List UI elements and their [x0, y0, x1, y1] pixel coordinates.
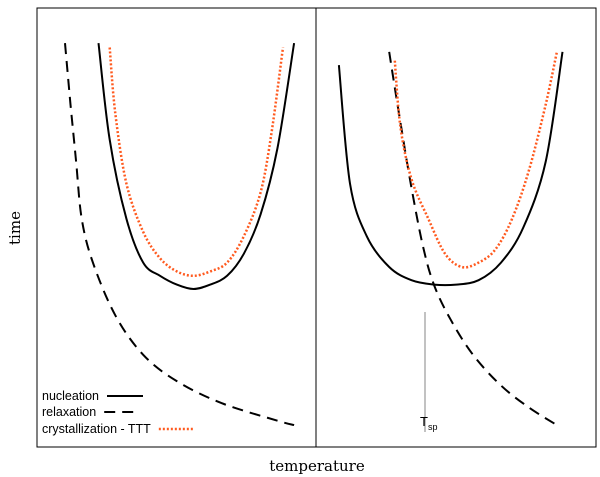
x-axis-label: temperature: [269, 457, 365, 475]
tsp-subscript: sp: [428, 422, 438, 432]
legend-label-relaxation: relaxation: [42, 405, 96, 419]
right-relaxation-curve: [388, 51, 558, 426]
series-layer: [64, 42, 564, 427]
right-nucleation-curve: [337, 51, 564, 287]
right-crystallization-curve: [393, 51, 559, 269]
legend: nucleation relaxation crystallization - …: [42, 389, 195, 436]
left-relaxation-curve: [64, 43, 295, 427]
legend-label-crystallization: crystallization - TTT: [42, 422, 151, 436]
legend-label-nucleation: nucleation: [42, 389, 99, 403]
left-crystallization-curve: [108, 47, 285, 278]
left-nucleation-curve: [97, 42, 296, 291]
tsp-letter: T: [420, 414, 428, 429]
tsp-label: Tsp: [420, 414, 437, 432]
y-axis-label: time: [6, 211, 24, 245]
